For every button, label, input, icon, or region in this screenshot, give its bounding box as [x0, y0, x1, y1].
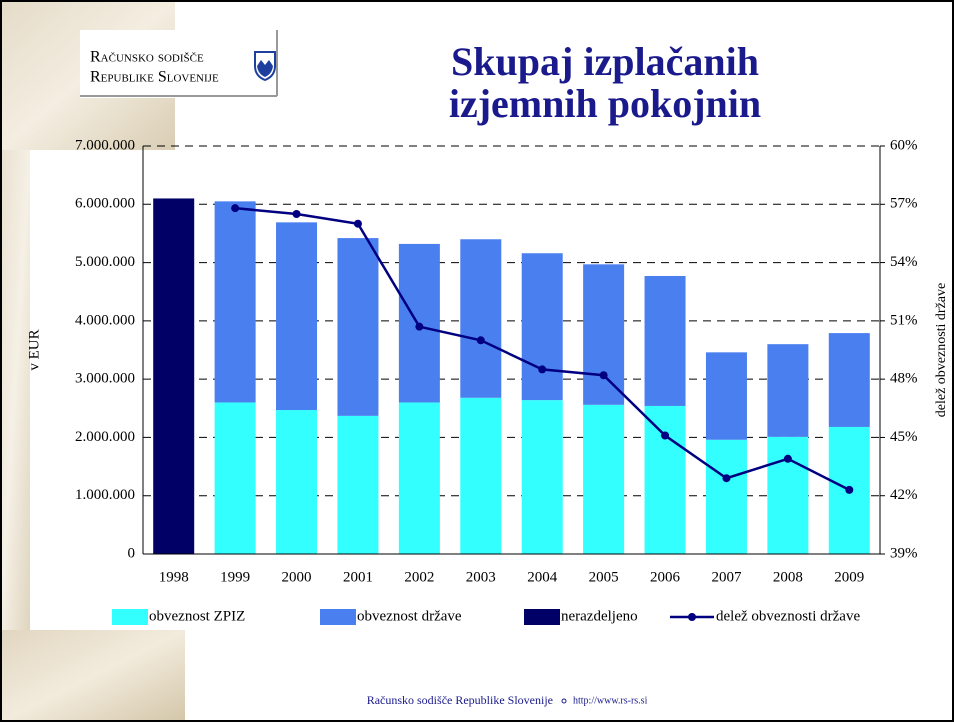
bar [215, 201, 256, 402]
x-tick-label: 2004 [527, 569, 558, 585]
bar [583, 405, 624, 554]
bar [645, 276, 686, 406]
bar [645, 406, 686, 554]
y-tick-label: 2.000.000 [75, 429, 135, 445]
line-point [600, 371, 608, 379]
bar [706, 352, 747, 439]
bar [767, 344, 808, 437]
line-point [477, 336, 485, 344]
x-tick-label: 2008 [773, 569, 803, 585]
legend-swatch [524, 609, 560, 625]
decor [0, 150, 30, 630]
bar [460, 239, 501, 398]
x-tick-label: 2007 [711, 569, 742, 585]
line-point [415, 323, 423, 331]
bar [276, 410, 317, 554]
y2-tick-label: 45% [890, 429, 918, 445]
bar [706, 440, 747, 554]
legend-label: delež obveznosti države [716, 608, 860, 624]
x-tick-label: 2006 [650, 569, 681, 585]
footer-org: Računsko sodišče Republike Slovenije [367, 693, 553, 707]
y-tick-label: 3.000.000 [75, 371, 135, 387]
y2-tick-label: 57% [890, 196, 918, 212]
bar [583, 264, 624, 404]
legend-label: nerazdeljeno [561, 608, 638, 624]
logo-text: Računsko sodišče [90, 49, 204, 66]
line-point [231, 204, 239, 212]
line-point [661, 431, 669, 439]
line-point [293, 210, 301, 218]
x-tick-label: 2009 [834, 569, 864, 585]
x-tick-label: 1999 [220, 569, 250, 585]
bar [460, 398, 501, 554]
line-point [845, 486, 853, 494]
bar [215, 402, 256, 554]
legend-swatch [112, 609, 148, 625]
y-tick-label: 0 [128, 545, 136, 561]
y2-axis-label: delež obveznosti države [934, 283, 949, 418]
x-tick-label: 1998 [159, 569, 189, 585]
y2-tick-label: 39% [890, 545, 918, 561]
y-tick-label: 1.000.000 [75, 487, 135, 503]
bar [399, 402, 440, 554]
x-tick-label: 2000 [282, 569, 312, 585]
y-tick-label: 6.000.000 [75, 196, 135, 212]
y2-tick-label: 51% [890, 312, 918, 328]
x-tick-label: 2002 [404, 569, 434, 585]
y2-tick-label: 60% [890, 137, 918, 153]
x-tick-label: 2005 [589, 569, 619, 585]
y-tick-label: 4.000.000 [75, 312, 135, 328]
bar [153, 198, 194, 554]
footer-url: http://www.rs-rs.si [573, 695, 648, 706]
y-axis-label: v EUR [26, 329, 42, 370]
bar [337, 416, 378, 554]
chart-title: Skupaj izplačanih [451, 39, 759, 84]
chart-title: izjemnih pokojnin [449, 81, 761, 126]
decor [0, 630, 185, 722]
legend-label: obveznost države [357, 608, 462, 624]
slide: Računsko sodišče Republike Slovenije Sku… [0, 0, 954, 722]
bar [829, 333, 870, 427]
y2-tick-label: 54% [890, 254, 918, 270]
logo-text: Republike Slovenije [90, 69, 219, 86]
bar [337, 238, 378, 416]
x-tick-label: 2001 [343, 569, 373, 585]
bar [522, 400, 563, 554]
y2-tick-label: 48% [890, 371, 918, 387]
legend-swatch [320, 609, 356, 625]
bar [767, 437, 808, 554]
y-tick-label: 5.000.000 [75, 254, 135, 270]
bar [276, 222, 317, 410]
legend-label: obveznost ZPIZ [149, 608, 245, 624]
bar [522, 253, 563, 400]
legend-swatch [688, 613, 696, 621]
x-tick-label: 2003 [466, 569, 496, 585]
line-point [538, 365, 546, 373]
y2-tick-label: 42% [890, 487, 918, 503]
line-point [354, 220, 362, 228]
line-point [722, 474, 730, 482]
line-point [784, 455, 792, 463]
y-tick-label: 7.000.000 [75, 137, 135, 153]
